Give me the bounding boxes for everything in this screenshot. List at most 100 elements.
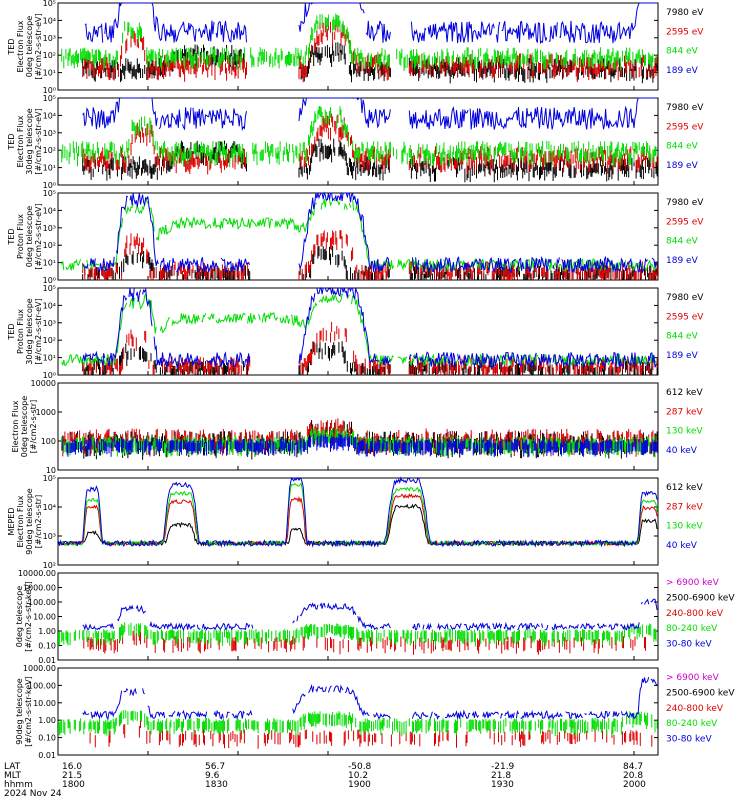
y-tick-label: 10⁵ xyxy=(43,284,56,293)
series-line xyxy=(537,353,552,367)
series-line xyxy=(329,199,333,206)
y-tick-label: 10⁵ xyxy=(43,0,56,8)
series-189-ev xyxy=(84,2,658,45)
series-line xyxy=(410,21,427,43)
series-line xyxy=(153,336,203,369)
legend-entry: 189 eV xyxy=(666,256,699,266)
series-line xyxy=(455,358,460,365)
y-axis-label-line: 0deg telescope xyxy=(25,16,34,77)
panel-4: 10⁰ 10¹ 10² 10³ 10⁴ 10⁵ TED Proton Flux 30deg te… xyxy=(7,284,704,380)
y-axis-label-line: Electron Flux xyxy=(11,400,20,452)
series-line xyxy=(220,257,251,273)
series-line xyxy=(274,203,318,234)
y-tick-label: 10⁵ xyxy=(43,94,56,103)
series-line xyxy=(206,351,243,368)
series-line xyxy=(291,301,318,330)
series-line xyxy=(561,255,633,274)
y-axis-label-line: 0deg telescope xyxy=(20,396,29,457)
series-line xyxy=(487,256,516,273)
y-axis-label-line: 0deg telescope xyxy=(25,206,34,267)
y-axis-label-line: 30deg telescope xyxy=(25,298,34,365)
series-line xyxy=(149,207,155,232)
legend-entry: 189 eV xyxy=(666,161,699,171)
legend-entry: 189 eV xyxy=(666,66,699,76)
series-line xyxy=(397,356,408,364)
series-line xyxy=(215,20,247,43)
series-line xyxy=(82,97,120,130)
legend-entry: 7980 eV xyxy=(666,198,704,208)
series-line xyxy=(644,361,646,365)
legend-entry: 2595 eV xyxy=(666,312,704,322)
series-line xyxy=(212,217,274,231)
series-line xyxy=(427,21,495,44)
legend-entry: 7980 eV xyxy=(666,293,704,303)
series-line xyxy=(65,258,82,271)
series-line xyxy=(142,288,153,327)
series-line xyxy=(351,295,394,365)
series-line xyxy=(419,351,456,368)
series-line xyxy=(82,264,89,270)
series-line xyxy=(469,97,658,130)
series-line xyxy=(346,294,350,300)
y-tick-label: 10³ xyxy=(43,34,56,43)
y-axis-label-line: TED xyxy=(7,323,16,340)
series-line xyxy=(637,355,643,366)
y-tick-label: 10⁰ xyxy=(43,181,56,190)
y-tick-label: 10³ xyxy=(43,224,56,233)
series-line xyxy=(647,352,658,368)
legend-entry: 2595 eV xyxy=(666,27,704,37)
y-axis-label-line: [#/cm2-s-str] xyxy=(29,400,38,453)
legend-entry: 287 keV xyxy=(666,407,703,417)
series-line xyxy=(552,265,555,270)
y-tick-label: 10¹ xyxy=(43,354,56,363)
y-tick-label: 10⁴ xyxy=(43,16,56,25)
legend-entry: 189 eV xyxy=(666,351,699,361)
y-tick-label: 10000 xyxy=(31,379,56,388)
y-axis-label-line: 30deg telescope xyxy=(25,108,34,175)
series-line xyxy=(298,293,316,364)
legend-entry: 7980 eV xyxy=(666,8,704,18)
y-tick-label: 10⁴ xyxy=(43,111,56,120)
series-line xyxy=(316,287,379,364)
y-tick-label: 10⁴ xyxy=(43,301,56,310)
series-line xyxy=(86,259,89,269)
series-line xyxy=(144,97,158,126)
series-line xyxy=(279,314,291,324)
series-line xyxy=(636,257,649,274)
series-line xyxy=(84,22,104,43)
series-40-kev xyxy=(62,433,658,458)
legend-entry: 612 keV xyxy=(666,388,703,398)
y-tick-label: 10³ xyxy=(43,319,56,328)
y-axis-label-line: Proton Flux xyxy=(16,214,25,259)
series-line xyxy=(373,258,394,271)
series-line xyxy=(89,258,96,267)
series-line xyxy=(415,257,420,270)
series-line xyxy=(343,202,348,210)
series-line xyxy=(115,195,129,254)
series-line xyxy=(155,216,212,241)
legend-entry: 844 eV xyxy=(666,142,699,152)
y-axis-label-line: [#/cm2-s-str-eV] xyxy=(34,108,43,174)
series-line xyxy=(128,297,136,309)
series-line xyxy=(106,294,128,367)
y-tick-label: 1000 xyxy=(36,408,56,417)
series-line xyxy=(628,259,658,272)
series-line xyxy=(298,97,352,122)
series-line xyxy=(104,2,197,43)
series-line xyxy=(298,191,391,272)
series-line xyxy=(353,97,391,129)
series-line xyxy=(201,313,207,323)
series-line xyxy=(559,2,658,44)
series-line xyxy=(457,353,470,366)
series-line xyxy=(129,192,159,267)
y-axis-label-line: Proton Flux xyxy=(16,309,25,354)
series-line xyxy=(495,21,501,43)
series-line xyxy=(413,352,419,365)
y-tick-label: 10² xyxy=(43,241,56,250)
plot-frame xyxy=(57,382,659,471)
series-line xyxy=(61,261,65,271)
y-axis-label-line: Electron Flux xyxy=(16,115,25,167)
legend-entry: 844 eV xyxy=(666,332,699,342)
plot-frame xyxy=(57,97,659,186)
